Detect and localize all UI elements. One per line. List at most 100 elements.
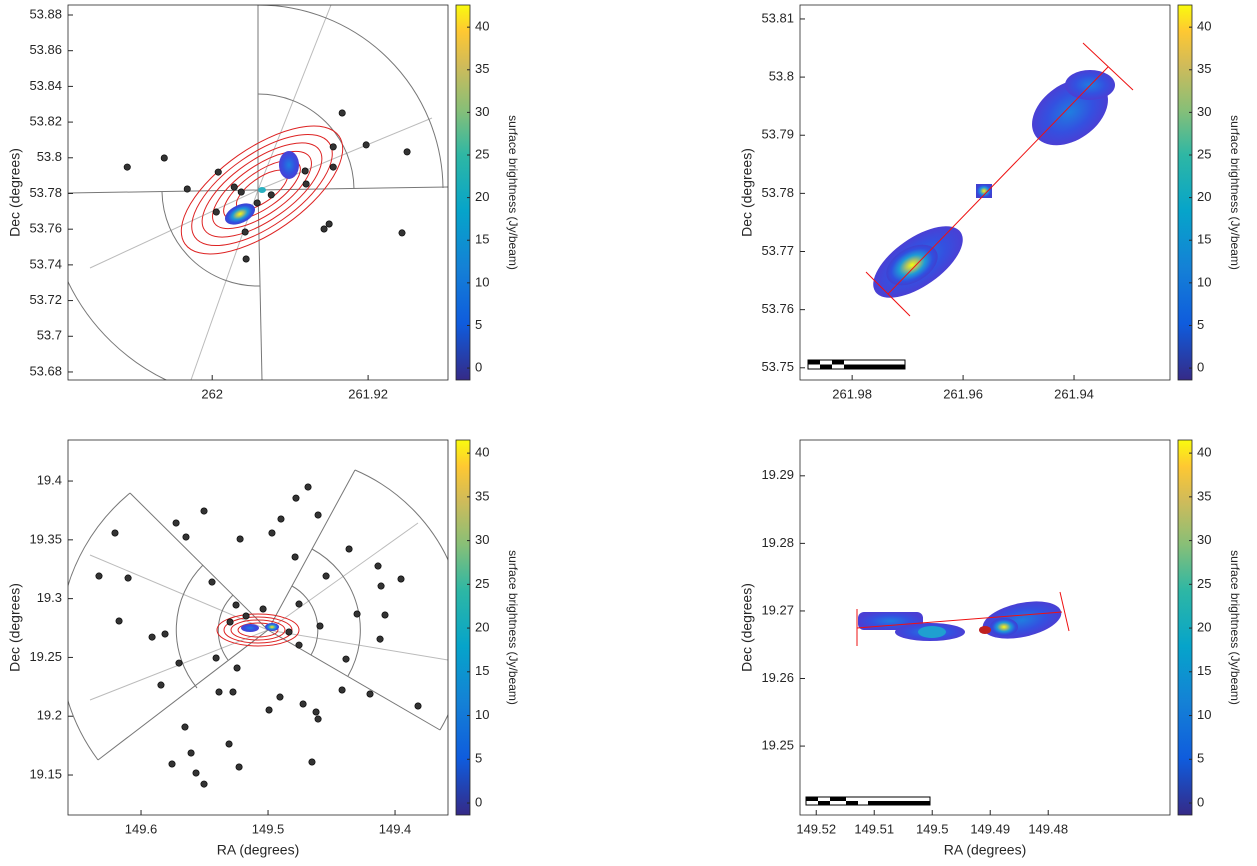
galaxy-point bbox=[192, 769, 200, 777]
colorbar-tick-label: 10 bbox=[1197, 274, 1211, 289]
galaxy-point bbox=[215, 688, 223, 696]
colorbar-tick-label: 35 bbox=[475, 61, 489, 76]
galaxy-point bbox=[312, 708, 320, 716]
colorbar-tick-label: 25 bbox=[1197, 576, 1211, 591]
y-axis-label: Dec (degrees) bbox=[739, 583, 755, 672]
galaxy-point bbox=[277, 515, 285, 523]
x-tick-label: 261.96 bbox=[943, 386, 983, 401]
galaxy-point bbox=[115, 617, 123, 625]
galaxy-point bbox=[157, 681, 165, 689]
galaxy-point bbox=[338, 109, 346, 117]
galaxy-point bbox=[338, 686, 346, 694]
y-tick-label: 53.81 bbox=[761, 10, 794, 25]
y-tick-label: 53.76 bbox=[29, 221, 62, 236]
galaxy-point bbox=[253, 199, 261, 207]
x-tick-label: 149.51 bbox=[854, 821, 894, 836]
galaxy-point bbox=[235, 763, 243, 771]
x-tick-label: 261.98 bbox=[832, 386, 872, 401]
colorbar-tick-label: 40 bbox=[1197, 445, 1211, 460]
galaxy-point bbox=[161, 630, 169, 638]
x-tick-label: 149.52 bbox=[796, 821, 836, 836]
galaxy-point bbox=[267, 191, 275, 199]
galaxy-point bbox=[212, 208, 220, 216]
galaxy-point bbox=[314, 715, 322, 723]
galaxy-point bbox=[353, 610, 361, 618]
colorbar bbox=[1177, 4, 1193, 381]
y-tick-label: 53.78 bbox=[761, 185, 794, 200]
galaxy-point bbox=[187, 749, 195, 757]
axes-frame bbox=[799, 439, 1171, 816]
galaxy-point bbox=[285, 628, 293, 636]
galaxy-point bbox=[397, 575, 405, 583]
x-tick-label: 149.5 bbox=[916, 821, 949, 836]
y-tick-label: 53.86 bbox=[29, 42, 62, 57]
galaxy-point bbox=[181, 723, 189, 731]
colorbar-tick-label: 30 bbox=[1197, 104, 1211, 119]
galaxy-point bbox=[214, 168, 222, 176]
source-image bbox=[807, 42, 1134, 370]
colorbar-tick-label: 0 bbox=[1197, 360, 1204, 375]
y-tick-label: 53.76 bbox=[761, 301, 794, 316]
y-tick-label: 19.2 bbox=[37, 708, 62, 723]
colorbar-tick-label: 35 bbox=[1197, 488, 1211, 503]
axes-frame bbox=[67, 439, 449, 816]
x-tick-label: 149.49 bbox=[970, 821, 1010, 836]
galaxy-point bbox=[381, 611, 389, 619]
x-tick-label: 149.48 bbox=[1028, 821, 1068, 836]
galaxy-point bbox=[366, 690, 374, 698]
galaxy-point bbox=[232, 601, 240, 609]
galaxy-point bbox=[322, 572, 330, 580]
colorbar-tick-label: 25 bbox=[1197, 146, 1211, 161]
colorbar-label: surface brightness (Jy/beam) bbox=[506, 550, 520, 705]
galaxy-point bbox=[123, 163, 131, 171]
galaxy-point bbox=[320, 225, 328, 233]
colorbar-tick-label: 10 bbox=[475, 274, 489, 289]
colorbar-tick-label: 10 bbox=[475, 707, 489, 722]
colorbar-tick-label: 25 bbox=[475, 146, 489, 161]
galaxy-point bbox=[124, 574, 132, 582]
y-axis-label: Dec (degrees) bbox=[7, 148, 23, 237]
galaxy-point bbox=[414, 702, 422, 710]
y-tick-label: 53.88 bbox=[29, 6, 62, 21]
axes-frame bbox=[799, 4, 1171, 381]
galaxy-point bbox=[374, 562, 382, 570]
x-tick-label: 149.6 bbox=[125, 821, 158, 836]
colorbar-tick-label: 20 bbox=[475, 620, 489, 635]
x-tick-label: 149.5 bbox=[252, 821, 285, 836]
galaxy-point bbox=[342, 655, 350, 663]
galaxy-point bbox=[292, 494, 300, 502]
colorbar-tick-label: 10 bbox=[1197, 707, 1211, 722]
galaxy-point bbox=[316, 622, 324, 630]
y-tick-label: 19.27 bbox=[761, 602, 794, 617]
axes-frame bbox=[67, 4, 449, 381]
galaxy-point bbox=[183, 185, 191, 193]
galaxy-point bbox=[229, 688, 237, 696]
colorbar-tick-label: 0 bbox=[475, 794, 482, 809]
colorbar-tick-label: 30 bbox=[1197, 532, 1211, 547]
colorbar bbox=[455, 4, 471, 381]
colorbar-tick-label: 20 bbox=[1197, 189, 1211, 204]
x-tick-label: 261.94 bbox=[1054, 386, 1094, 401]
y-tick-label: 53.79 bbox=[761, 127, 794, 142]
galaxy-point bbox=[172, 519, 180, 527]
colorbar-tick-label: 35 bbox=[475, 488, 489, 503]
galaxy-point bbox=[242, 612, 250, 620]
colorbar-tick-label: 5 bbox=[475, 317, 482, 332]
x-axis-label: RA (degrees) bbox=[944, 842, 1026, 858]
source-image bbox=[805, 591, 1070, 806]
y-tick-label: 53.68 bbox=[29, 363, 62, 378]
y-tick-label: 53.72 bbox=[29, 292, 62, 307]
galaxy-point bbox=[200, 507, 208, 515]
galaxy-point bbox=[301, 167, 309, 175]
y-tick-label: 53.7 bbox=[37, 328, 62, 343]
y-tick-label: 19.25 bbox=[761, 738, 794, 753]
galaxy-point bbox=[208, 578, 216, 586]
galaxy-point bbox=[403, 148, 411, 156]
y-tick-label: 19.15 bbox=[29, 766, 62, 781]
galaxy-point bbox=[291, 553, 299, 561]
colorbar-tick-label: 5 bbox=[475, 751, 482, 766]
y-tick-label: 19.26 bbox=[761, 670, 794, 685]
colorbar-tick-label: 20 bbox=[475, 189, 489, 204]
colorbar-tick-label: 30 bbox=[475, 532, 489, 547]
galaxy-point bbox=[295, 641, 303, 649]
